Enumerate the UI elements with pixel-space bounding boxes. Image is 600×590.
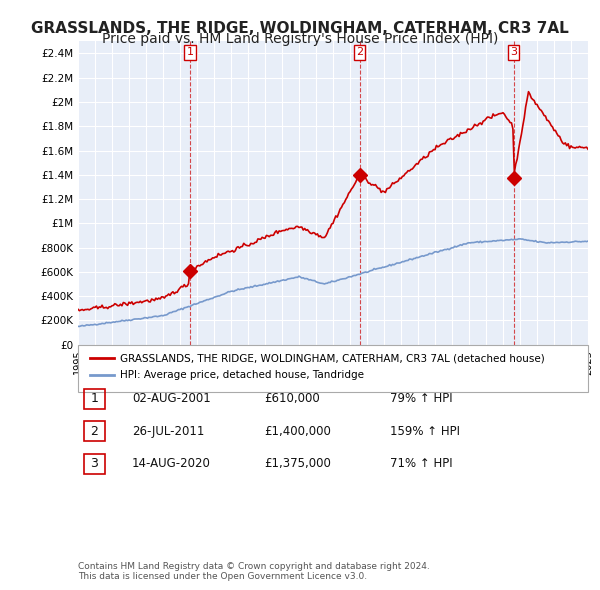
Text: 14-AUG-2020: 14-AUG-2020 <box>132 457 211 470</box>
Text: 1: 1 <box>187 47 193 57</box>
Text: 1: 1 <box>91 392 98 405</box>
Text: 3: 3 <box>510 47 517 57</box>
Text: 02-AUG-2001: 02-AUG-2001 <box>132 392 211 405</box>
Text: Price paid vs. HM Land Registry's House Price Index (HPI): Price paid vs. HM Land Registry's House … <box>102 32 498 47</box>
Text: 2: 2 <box>356 47 363 57</box>
Text: 2: 2 <box>91 425 98 438</box>
Text: HPI: Average price, detached house, Tandridge: HPI: Average price, detached house, Tand… <box>120 370 364 379</box>
Text: Contains HM Land Registry data © Crown copyright and database right 2024.
This d: Contains HM Land Registry data © Crown c… <box>78 562 430 581</box>
Text: £1,400,000: £1,400,000 <box>264 425 331 438</box>
Text: 26-JUL-2011: 26-JUL-2011 <box>132 425 205 438</box>
Text: 71% ↑ HPI: 71% ↑ HPI <box>390 457 452 470</box>
Text: £610,000: £610,000 <box>264 392 320 405</box>
Text: 159% ↑ HPI: 159% ↑ HPI <box>390 425 460 438</box>
Text: 79% ↑ HPI: 79% ↑ HPI <box>390 392 452 405</box>
Text: GRASSLANDS, THE RIDGE, WOLDINGHAM, CATERHAM, CR3 7AL: GRASSLANDS, THE RIDGE, WOLDINGHAM, CATER… <box>31 21 569 35</box>
Text: GRASSLANDS, THE RIDGE, WOLDINGHAM, CATERHAM, CR3 7AL (detached house): GRASSLANDS, THE RIDGE, WOLDINGHAM, CATER… <box>120 353 545 363</box>
Text: £1,375,000: £1,375,000 <box>264 457 331 470</box>
Text: 3: 3 <box>91 457 98 470</box>
